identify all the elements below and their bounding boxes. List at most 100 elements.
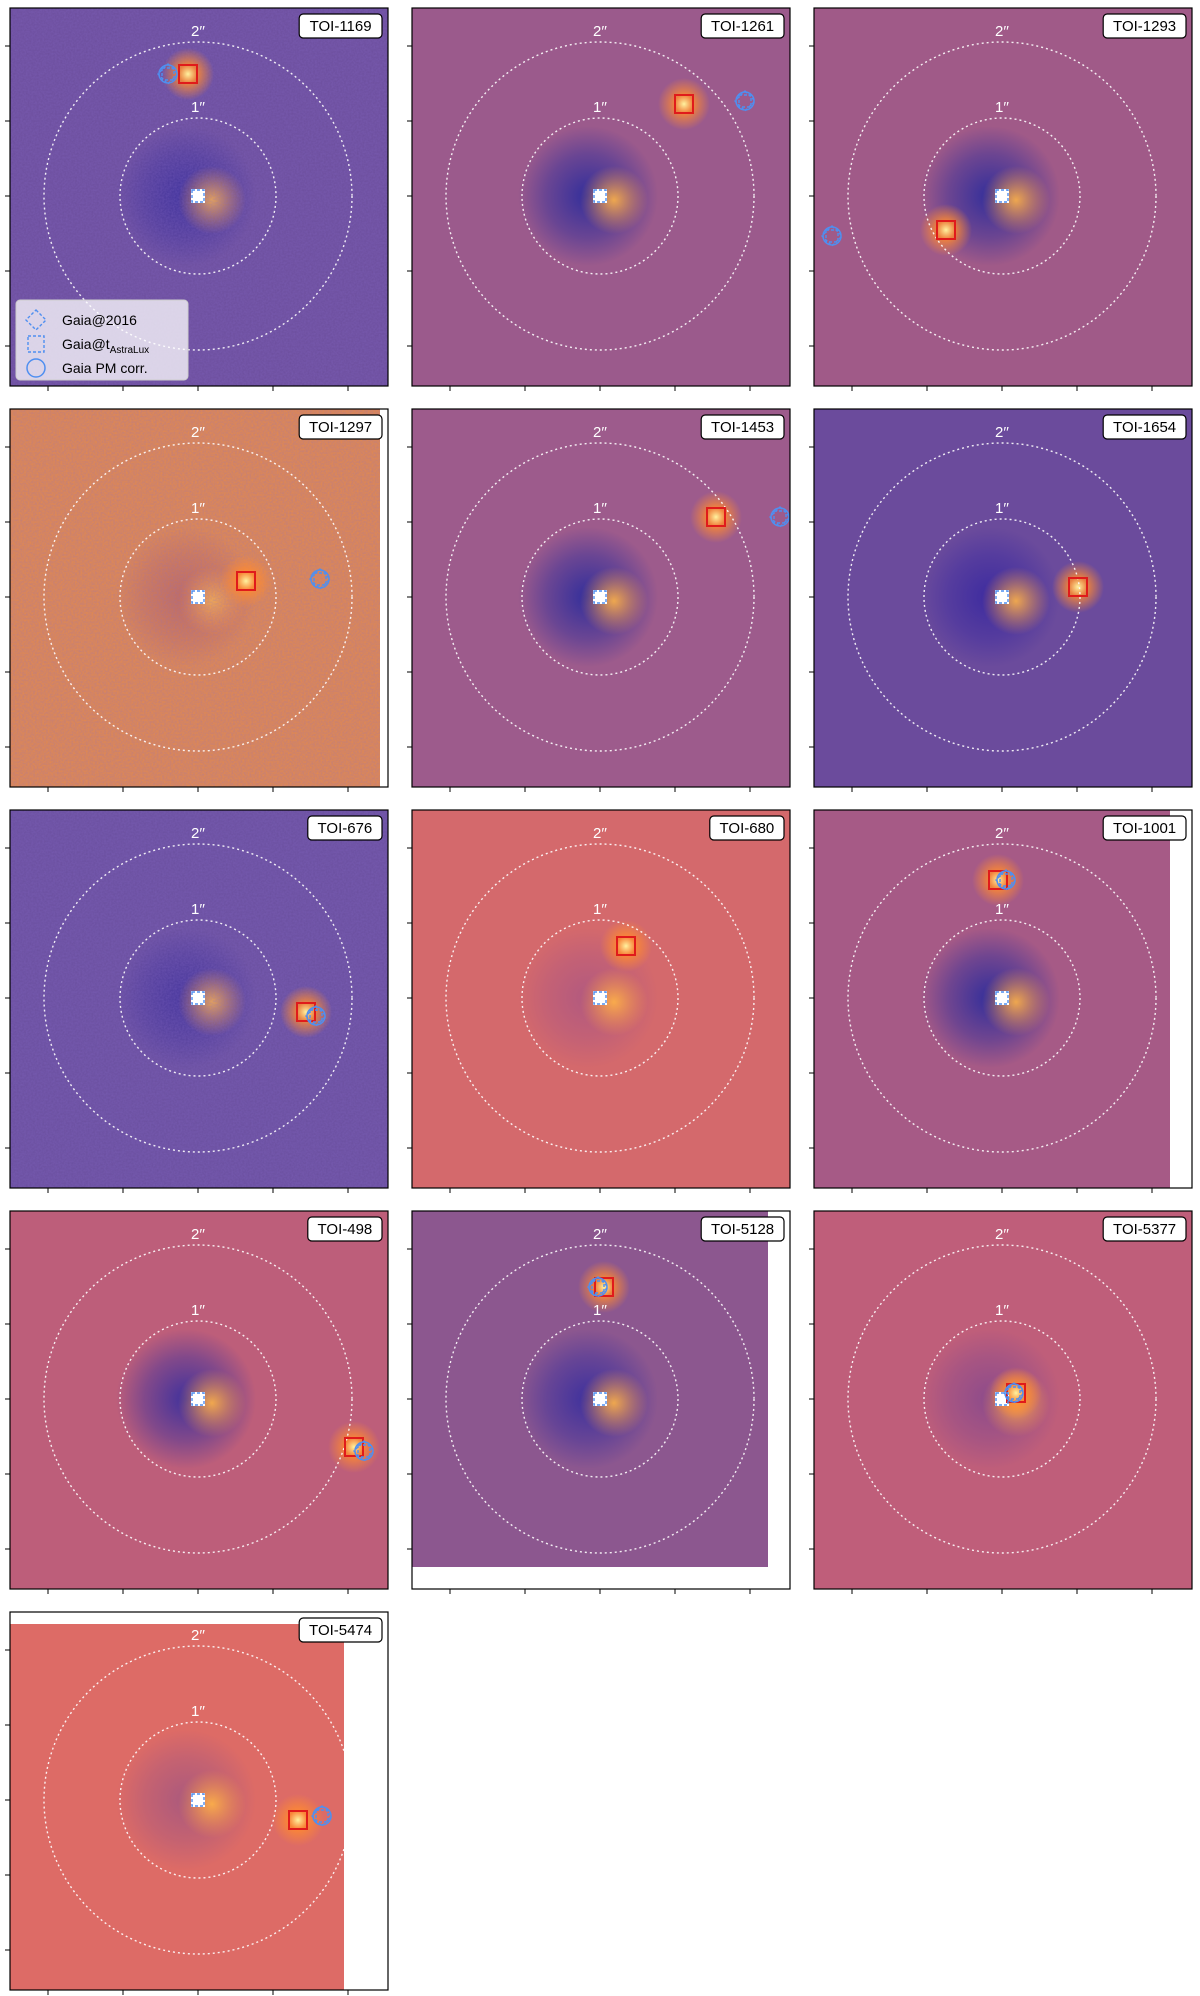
blank-margin xyxy=(380,409,388,787)
gaia-pm-circle-icon xyxy=(996,870,1016,890)
ring-label-1: 1′′ xyxy=(995,99,1009,116)
panel-image: 1′′ 2′′ xyxy=(814,1211,1192,1589)
panel-toi-1261: 1′′ 2′′ TOI-1261 xyxy=(407,7,791,391)
gaia-diamond-icon xyxy=(821,225,843,247)
ring-2arcsec xyxy=(445,41,755,351)
companion-source xyxy=(920,204,972,256)
panel-image: 1′′ 2′′ xyxy=(10,1211,388,1589)
panel-label: TOI-1297 xyxy=(298,414,383,440)
target-marker xyxy=(593,590,607,604)
gaia-diamond-icon xyxy=(995,869,1017,891)
panel-label: TOI-5128 xyxy=(700,1216,785,1242)
panel-label: TOI-1654 xyxy=(1102,414,1187,440)
ring-label-1: 1′′ xyxy=(191,1703,205,1720)
ring-label-2: 2′′ xyxy=(593,23,607,40)
blank-margin xyxy=(344,1612,388,1990)
ring-1arcsec xyxy=(923,919,1081,1077)
gaia-center-square-icon xyxy=(593,189,607,203)
blank-margin xyxy=(1170,810,1192,1188)
companion-box xyxy=(936,220,956,240)
ring-2arcsec xyxy=(445,843,755,1153)
gaia-center-square-icon xyxy=(593,991,607,1005)
gaia-diamond-icon xyxy=(311,1805,333,1827)
ring-2arcsec xyxy=(43,1645,353,1955)
panel-toi-5377: 1′′ 2′′ TOI-5377 xyxy=(809,1210,1193,1594)
blank-margin xyxy=(412,1567,790,1589)
target-marker xyxy=(593,1392,607,1406)
gaia-diamond-icon xyxy=(157,63,179,85)
gaia-pm-circle-icon xyxy=(735,91,755,111)
gaia-diamond-icon xyxy=(305,1005,327,1027)
panel-label: TOI-1001 xyxy=(1102,815,1187,841)
gaia-pm-circle-icon xyxy=(306,1006,326,1026)
ring-2arcsec xyxy=(43,1244,353,1554)
blank-margin xyxy=(10,1612,388,1624)
ring-2arcsec xyxy=(445,442,755,752)
gaia-center-square-icon xyxy=(191,590,205,604)
gaia-center-square-icon xyxy=(995,189,1009,203)
companion-box xyxy=(296,1002,316,1022)
panel-label: TOI-5474 xyxy=(298,1617,383,1643)
psf-lobe xyxy=(982,968,1050,1036)
companion-source xyxy=(1052,561,1104,613)
panel-toi-498: 1′′ 2′′ TOI-498 xyxy=(5,1210,389,1594)
gaia-center-square-icon xyxy=(191,189,205,203)
gaia-center-square-icon xyxy=(593,590,607,604)
gaia-diamond-icon xyxy=(734,90,756,112)
panel-image: 1′′ 2′′ xyxy=(412,810,790,1188)
target-marker xyxy=(191,590,205,604)
gaia-pm-circle-icon xyxy=(158,64,178,84)
psf-lobe xyxy=(580,1369,648,1437)
companion-source xyxy=(162,48,214,100)
psf-lobe xyxy=(982,567,1050,635)
panel-toi-1453: 1′′ 2′′ TOI-1453 xyxy=(407,408,791,792)
panel-image: 1′′ 2′′ xyxy=(814,810,1192,1188)
companion-source xyxy=(658,78,710,130)
panel-image: 1′′ 2′′ xyxy=(412,409,790,787)
panel-frame xyxy=(813,809,1193,1189)
ring-label-2: 2′′ xyxy=(593,825,607,842)
companion-source xyxy=(690,491,742,543)
panel-frame xyxy=(411,7,791,387)
panel-label: TOI-5377 xyxy=(1102,1216,1187,1242)
ring-label-2: 2′′ xyxy=(191,1627,205,1644)
ring-label-2: 2′′ xyxy=(995,1226,1009,1243)
panel-toi-1654: 1′′ 2′′ TOI-1654 xyxy=(809,408,1193,792)
panel-toi-680: 1′′ 2′′ TOI-680 xyxy=(407,809,791,1193)
target-marker xyxy=(191,991,205,1005)
panel-image: 1′′ 2′′ xyxy=(814,8,1192,386)
ring-label-2: 2′′ xyxy=(995,424,1009,441)
gaia-pm-circle-icon xyxy=(1004,1383,1024,1403)
companion-box xyxy=(344,1437,364,1457)
ring-1arcsec xyxy=(521,1320,679,1478)
panel-toi-1001: 1′′ 2′′ TOI-1001 xyxy=(809,809,1193,1193)
companion-box xyxy=(706,507,726,527)
panel-label-text: TOI-5377 xyxy=(1113,1221,1176,1238)
companion-box xyxy=(594,1277,614,1297)
gaia-pm-circle-icon xyxy=(822,226,842,246)
ring-2arcsec xyxy=(43,843,353,1153)
psf-lobe xyxy=(982,166,1050,234)
panel-label: TOI-680 xyxy=(709,815,785,841)
target-marker xyxy=(995,189,1009,203)
gaia-square-icon xyxy=(315,1809,329,1823)
ring-1arcsec xyxy=(521,919,679,1077)
gaia-center-square-icon xyxy=(995,590,1009,604)
gaia-center-square-icon xyxy=(191,991,205,1005)
companion-source xyxy=(272,1794,324,1846)
panel-label: TOI-1293 xyxy=(1102,13,1187,39)
gaia-center-square-icon xyxy=(995,1392,1009,1406)
gaia-square-icon xyxy=(773,510,787,524)
panel-label: TOI-498 xyxy=(307,1216,383,1242)
panel-image: 1′′ 2′′ xyxy=(10,1612,388,1990)
panel-toi-1297: 1′′ 2′′ TOI-1297 xyxy=(5,408,389,792)
ring-label-1: 1′′ xyxy=(191,1302,205,1319)
panel-toi-5128: 1′′ 2′′ TOI-5128 xyxy=(407,1210,791,1594)
companion-box xyxy=(236,571,256,591)
panel-label: TOI-1261 xyxy=(700,13,785,39)
ring-label-2: 2′′ xyxy=(995,825,1009,842)
ring-1arcsec xyxy=(923,1320,1081,1478)
companion-source xyxy=(600,920,652,972)
